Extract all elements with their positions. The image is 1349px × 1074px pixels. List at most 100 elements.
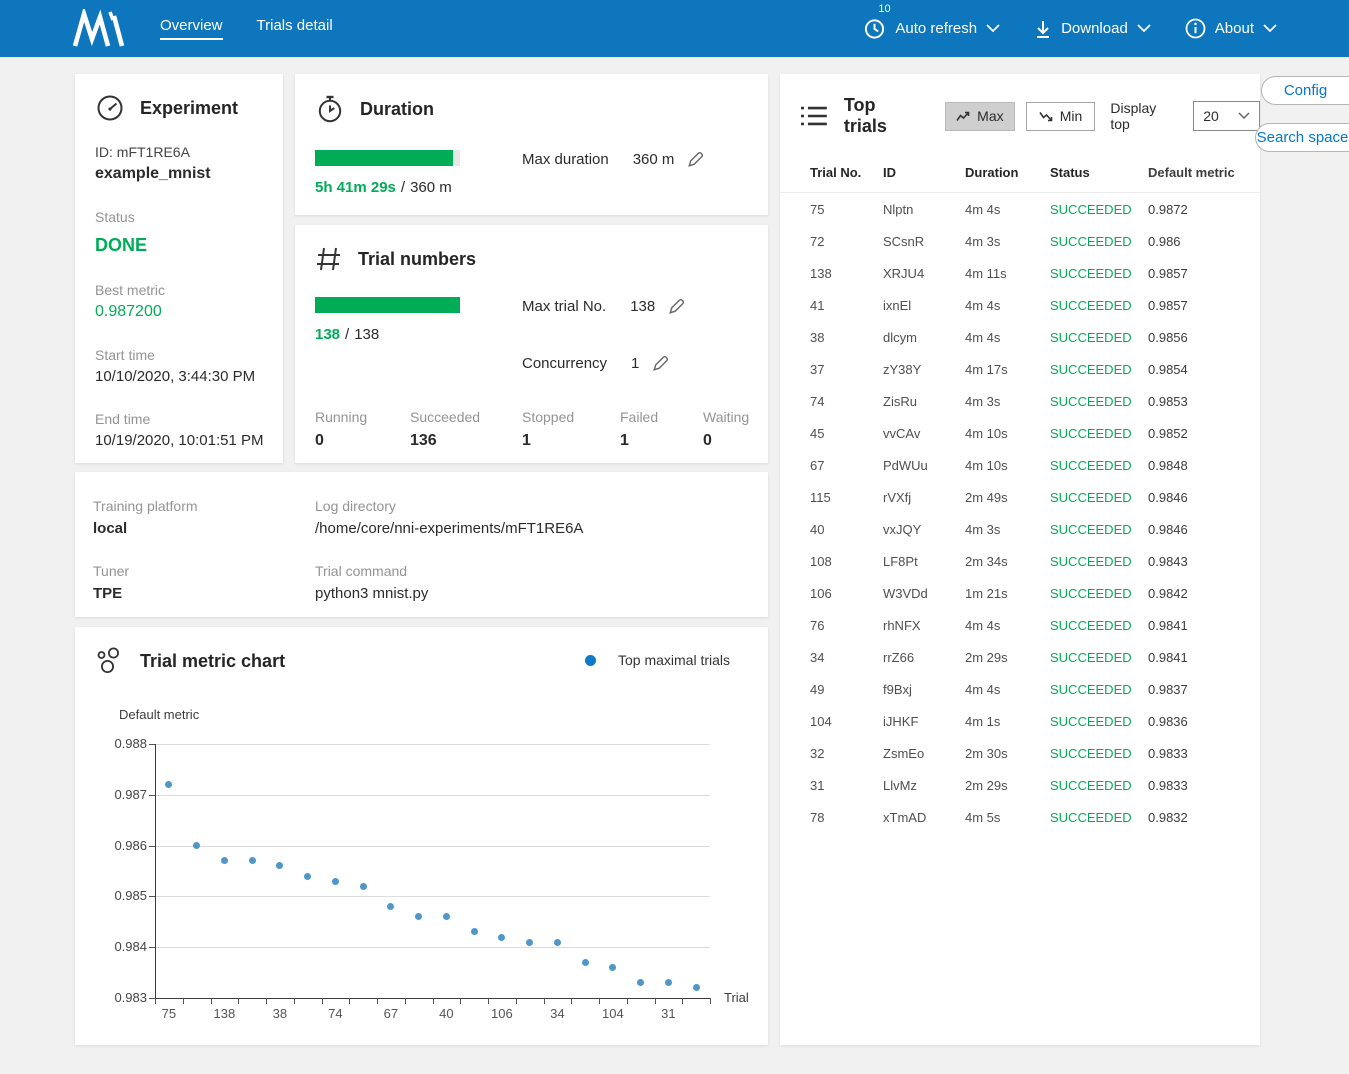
scatter-point[interactable] xyxy=(165,781,173,789)
cell-default-metric: 0.9842 xyxy=(1148,585,1188,601)
training-platform-value: local xyxy=(93,520,128,537)
search-space-button[interactable]: Search space xyxy=(1255,123,1349,152)
stat-succeeded-value: 136 xyxy=(410,432,437,449)
scatter-point[interactable] xyxy=(193,842,201,850)
col-trial-no: Trial No. xyxy=(810,165,862,180)
tab-overview[interactable]: Overview xyxy=(160,17,223,40)
chevron-down-icon xyxy=(1263,24,1277,33)
x-tick-label: 75 xyxy=(161,1006,177,1021)
cell-default-metric: 0.9846 xyxy=(1148,521,1188,537)
cell-trial-no: 104 xyxy=(810,713,832,729)
table-row[interactable]: 34 rrZ66 2m 29s SUCCEEDED 0.9841 xyxy=(780,641,1260,673)
scatter-point[interactable] xyxy=(220,857,228,865)
scatter-point[interactable] xyxy=(442,913,450,921)
table-row[interactable]: 104 iJHKF 4m 1s SUCCEEDED 0.9836 xyxy=(780,705,1260,737)
min-button[interactable]: Min xyxy=(1025,101,1096,131)
display-top-select[interactable]: 20 xyxy=(1193,101,1260,131)
duration-progress-fill xyxy=(315,150,453,166)
download-control[interactable]: Download xyxy=(1034,19,1151,39)
cell-default-metric: 0.9832 xyxy=(1148,809,1188,825)
cell-trial-id: f9Bxj xyxy=(883,681,912,697)
nni-logo xyxy=(70,8,130,49)
table-row[interactable]: 45 vvCAv 4m 10s SUCCEEDED 0.9852 xyxy=(780,417,1260,449)
scatter-point[interactable] xyxy=(387,903,395,911)
cell-default-metric: 0.9852 xyxy=(1148,425,1188,441)
chart-legend[interactable]: Top maximal trials xyxy=(585,652,730,668)
table-row[interactable]: 106 W3VDd 1m 21s SUCCEEDED 0.9842 xyxy=(780,577,1260,609)
table-row[interactable]: 49 f9Bxj 4m 4s SUCCEEDED 0.9837 xyxy=(780,673,1260,705)
scatter-point[interactable] xyxy=(498,933,506,941)
max-button[interactable]: Max xyxy=(945,101,1015,131)
trial-metric-chart-card: Trial metric chart Top maximal trials De… xyxy=(75,627,768,1045)
x-axis-title: Trial xyxy=(724,990,749,1005)
y-tick-label: 0.987 xyxy=(114,786,147,802)
x-tick xyxy=(377,998,378,1004)
log-directory-value: /home/core/nni-experiments/mFT1RE6A xyxy=(315,520,584,537)
trial-command-label: Trial command xyxy=(315,563,408,579)
table-row[interactable]: 138 XRJU4 4m 11s SUCCEEDED 0.9857 xyxy=(780,257,1260,289)
x-tick-label: 31 xyxy=(661,1006,676,1021)
about-control[interactable]: About xyxy=(1185,18,1277,39)
scatter-point[interactable] xyxy=(664,979,672,987)
scatter-point[interactable] xyxy=(276,862,284,870)
about-label: About xyxy=(1214,20,1254,37)
table-row[interactable]: 32 ZsmEo 2m 30s SUCCEEDED 0.9833 xyxy=(780,737,1260,769)
scatter-point[interactable] xyxy=(415,913,423,921)
trials-progress-track xyxy=(315,297,460,313)
scatter-point[interactable] xyxy=(331,877,339,885)
scatter-point[interactable] xyxy=(248,857,256,865)
edit-max-duration-icon[interactable] xyxy=(686,150,705,169)
cell-trial-no: 76 xyxy=(810,617,825,633)
table-row[interactable]: 115 rVXfj 2m 49s SUCCEEDED 0.9846 xyxy=(780,481,1260,513)
scatter-chart-icon xyxy=(97,647,119,673)
table-row[interactable]: 41 ixnEl 4m 4s SUCCEEDED 0.9857 xyxy=(780,289,1260,321)
scatter-point[interactable] xyxy=(470,928,478,936)
scatter-point[interactable] xyxy=(692,984,700,992)
trials-progress-fill xyxy=(315,297,460,313)
chevron-down-icon xyxy=(986,24,1000,33)
scatter-point[interactable] xyxy=(609,964,617,972)
edit-max-trial-icon[interactable] xyxy=(667,297,686,316)
tab-trials-detail[interactable]: Trials detail xyxy=(256,17,333,34)
nav-tabs: Overview Trials detail xyxy=(160,17,333,40)
table-row[interactable]: 74 ZisRu 4m 3s SUCCEEDED 0.9853 xyxy=(780,385,1260,417)
x-tick xyxy=(682,998,684,1004)
trial-numbers-title: Trial numbers xyxy=(358,248,477,269)
scatter-point[interactable] xyxy=(526,938,534,946)
training-platform-label: Training platform xyxy=(93,498,198,514)
table-row[interactable]: 37 zY38Y 4m 17s SUCCEEDED 0.9854 xyxy=(780,353,1260,385)
cell-status: SUCCEEDED xyxy=(1050,553,1132,569)
top-trials-title: Top trials xyxy=(843,95,887,136)
config-button[interactable]: Config xyxy=(1261,76,1349,105)
col-duration: Duration xyxy=(965,165,1019,180)
table-row[interactable]: 38 dlcym 4m 4s SUCCEEDED 0.9856 xyxy=(780,321,1260,353)
scatter-point[interactable] xyxy=(553,938,561,946)
cell-trial-no: 78 xyxy=(810,809,825,825)
cell-default-metric: 0.9848 xyxy=(1148,457,1188,473)
y-tick xyxy=(149,896,155,898)
x-tick-label: 67 xyxy=(383,1006,399,1021)
table-row[interactable]: 75 Nlptn 4m 4s SUCCEEDED 0.9872 xyxy=(780,193,1260,225)
scatter-point[interactable] xyxy=(304,872,312,880)
duration-title: Duration xyxy=(360,98,434,119)
cell-default-metric: 0.9843 xyxy=(1148,553,1188,569)
table-row[interactable]: 108 LF8Pt 2m 34s SUCCEEDED 0.9843 xyxy=(780,545,1260,577)
y-tick-label: 0.986 xyxy=(114,837,147,853)
cell-default-metric: 0.9872 xyxy=(1148,201,1188,217)
auto-refresh-control[interactable]: 10 Auto refresh xyxy=(863,3,1000,40)
scatter-point[interactable] xyxy=(359,882,367,890)
edit-concurrency-icon[interactable] xyxy=(651,354,670,373)
chevron-down-icon xyxy=(1238,112,1250,120)
cell-trial-no: 106 xyxy=(810,585,832,601)
trial-status-stats: Running 0 Succeeded 136 Stopped 1 Failed 1 W… xyxy=(295,409,768,450)
table-row[interactable]: 31 LlvMz 2m 29s SUCCEEDED 0.9833 xyxy=(780,769,1260,801)
scatter-point[interactable] xyxy=(637,979,645,987)
table-row[interactable]: 76 rhNFX 4m 4s SUCCEEDED 0.9841 xyxy=(780,609,1260,641)
table-row[interactable]: 40 vxJQY 4m 3s SUCCEEDED 0.9846 xyxy=(780,513,1260,545)
table-row[interactable]: 78 xTmAD 4m 5s SUCCEEDED 0.9832 xyxy=(780,801,1260,833)
scatter-point[interactable] xyxy=(581,958,589,966)
cell-status: SUCCEEDED xyxy=(1050,201,1132,217)
x-tick-label: 38 xyxy=(272,1006,288,1021)
table-row[interactable]: 67 PdWUu 4m 10s SUCCEEDED 0.9848 xyxy=(780,449,1260,481)
table-row[interactable]: 72 SCsnR 4m 3s SUCCEEDED 0.986 xyxy=(780,225,1260,257)
